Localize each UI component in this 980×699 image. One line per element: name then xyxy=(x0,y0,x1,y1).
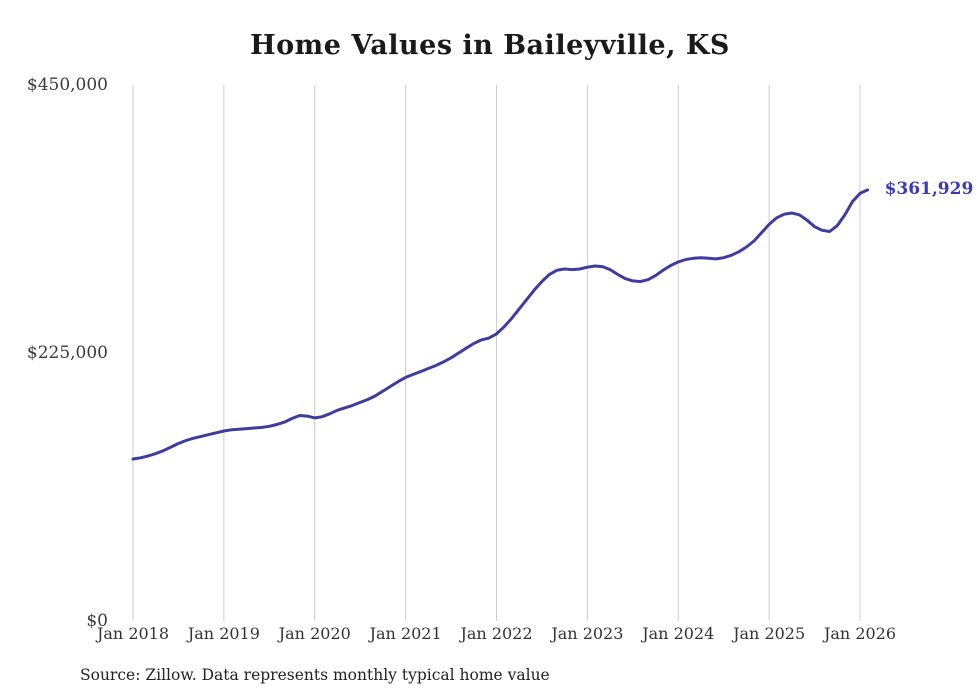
y-axis-tick-225000: $225,000 xyxy=(26,343,108,363)
x-tick-label: Jan 2023 xyxy=(551,624,624,643)
x-tick-label: Jan 2026 xyxy=(823,624,897,643)
x-tick-label: Jan 2019 xyxy=(187,624,260,643)
chart-title: Home Values in Baileyville, KS xyxy=(250,30,730,61)
x-tick-label: Jan 2020 xyxy=(278,624,351,643)
x-tick-label: Jan 2022 xyxy=(460,624,533,643)
x-tick-label: Jan 2018 xyxy=(96,624,170,643)
x-tick-label: Jan 2024 xyxy=(642,624,715,643)
y-axis-tick-450000: $450,000 xyxy=(26,75,108,95)
end-value-label: $361,929 xyxy=(884,178,974,199)
source-note: Source: Zillow. Data represents monthly … xyxy=(80,666,550,684)
home-value-line xyxy=(131,188,870,461)
y-axis-tick-0: $0 xyxy=(86,611,108,631)
x-tick-label: Jan 2021 xyxy=(369,624,442,643)
x-tick-label: Jan 2025 xyxy=(733,624,806,643)
